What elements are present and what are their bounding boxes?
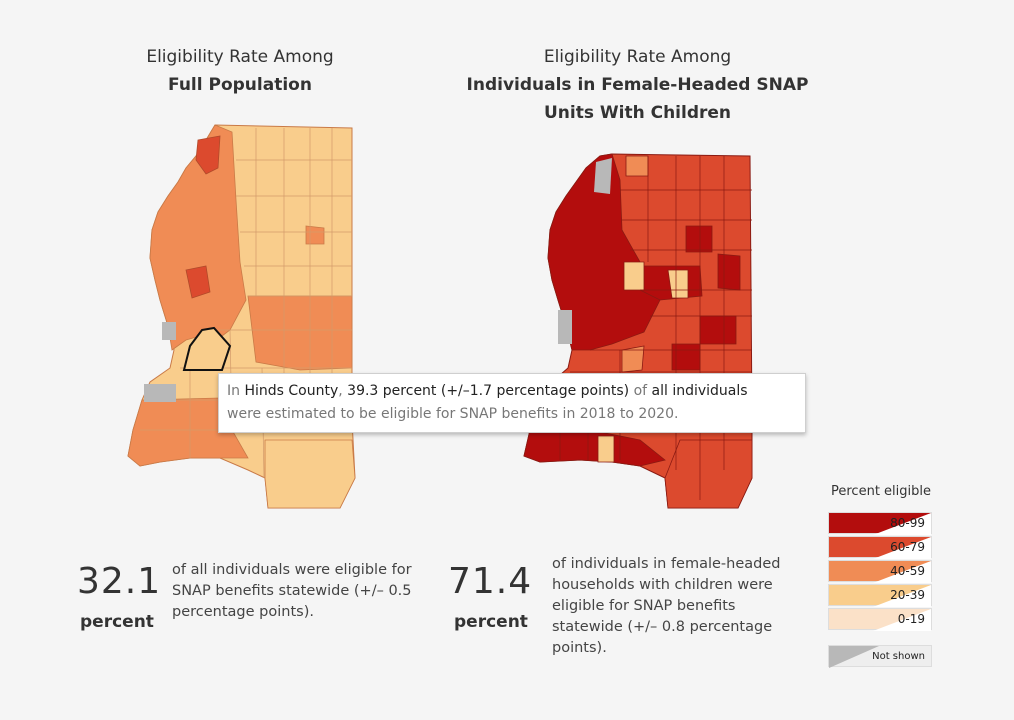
left-stat-text: of all individuals were eligible for SNA… [172, 562, 412, 620]
legend-item-0-19: 0-19 [828, 608, 932, 631]
legend-swatch-mask [873, 561, 931, 583]
right-county-not-shown-1[interactable] [594, 158, 612, 194]
right-map-title-line2: Individuals in Female-Headed SNAP [466, 75, 809, 95]
legend-title: Percent eligible [831, 484, 931, 499]
right-stat-unit: percent [454, 612, 528, 632]
legend-item-20-39: 20-39 [828, 584, 932, 607]
legend-swatch-mask [873, 609, 931, 631]
right-county-dark-east[interactable] [699, 315, 737, 345]
right-county-light-1[interactable] [623, 261, 645, 291]
tooltip-value: 39.3 percent (+/–1.7 percentage points) [347, 383, 630, 399]
left-county-not-shown-2[interactable] [144, 384, 176, 402]
legend-swatch-mask [873, 537, 931, 559]
right-east-region[interactable] [664, 439, 753, 509]
tooltip-line2: were estimated to be eligible for SNAP b… [227, 406, 679, 422]
left-south-region[interactable] [264, 439, 356, 509]
left-county-north[interactable] [195, 135, 221, 175]
legend-swatch-mask [873, 585, 931, 607]
right-stat-text: of individuals in female-headed househol… [552, 556, 781, 656]
left-stat-value: 32.1 [77, 561, 162, 602]
left-map-title-line2: Full Population [168, 75, 312, 95]
legend-item-80-99: 80-99 [828, 512, 932, 535]
left-hinds-county-highlight[interactable] [182, 326, 232, 371]
right-map-title-line1: Eligibility Rate Among [543, 47, 732, 67]
legend-item-label: 0-19 [897, 612, 925, 626]
left-county-orange-ne[interactable] [305, 225, 325, 245]
left-county-not-shown-1[interactable] [162, 322, 176, 340]
county-tooltip: In Hinds County, 39.3 percent (+/–1.7 pe… [218, 373, 806, 433]
right-county-dark-ne2[interactable] [717, 253, 741, 291]
legend-item-label: 60-79 [890, 540, 925, 554]
right-map-title-line3: Units With Children [543, 103, 732, 123]
legend-not-shown: Not shown [828, 645, 932, 668]
right-county-dark-ne[interactable] [685, 225, 713, 253]
right-county-orange-2[interactable] [621, 345, 645, 373]
tooltip-line1: In Hinds County, 39.3 percent (+/–1.7 pe… [227, 380, 797, 403]
legend-item-label: 20-39 [890, 588, 925, 602]
legend-item-label: 40-59 [890, 564, 925, 578]
left-map-title-line1: Eligibility Rate Among [146, 47, 334, 67]
right-county-not-shown-2[interactable] [558, 310, 572, 344]
tooltip-of: of [633, 383, 648, 399]
right-county-orange-1[interactable] [625, 155, 649, 177]
tooltip-county: Hinds County [244, 383, 339, 399]
tooltip-sep: , [338, 383, 343, 399]
legend-item-40-59: 40-59 [828, 560, 932, 583]
legend-swatch-mask [873, 513, 931, 535]
tooltip-prefix: In [227, 383, 241, 399]
legend-item-60-79: 60-79 [828, 536, 932, 559]
right-county-light-2[interactable] [667, 269, 689, 299]
legend-item-label: 80-99 [890, 516, 925, 530]
left-stat-unit: percent [80, 612, 154, 632]
right-stat-value: 71.4 [448, 561, 533, 602]
legend-not-shown-label: Not shown [872, 651, 925, 662]
left-map-title: Eligibility Rate Among Full Population [100, 43, 380, 99]
tooltip-group: all individuals [651, 383, 748, 399]
right-map-title: Eligibility Rate Among Individuals in Fe… [440, 43, 835, 127]
left-delta-region[interactable] [149, 124, 247, 351]
left-county-mid[interactable] [185, 265, 211, 299]
right-county-light-3[interactable] [597, 435, 615, 463]
